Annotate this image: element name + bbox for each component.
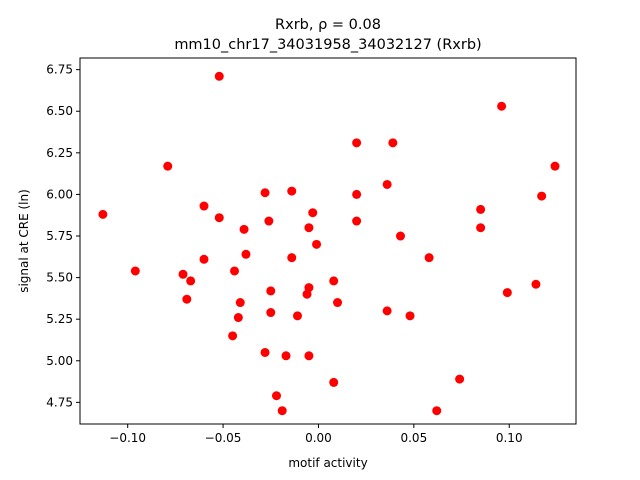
data-point-38 — [352, 216, 362, 226]
data-point-36 — [352, 138, 362, 148]
data-point-30 — [304, 351, 314, 361]
data-point-20 — [266, 308, 276, 318]
data-point-17 — [260, 347, 270, 357]
y-tick-label: 6.75 — [46, 63, 73, 77]
data-point-32 — [312, 239, 322, 249]
points-layer — [98, 71, 560, 416]
data-point-11 — [228, 331, 238, 341]
data-point-23 — [281, 351, 291, 361]
data-point-47 — [476, 204, 486, 214]
data-point-26 — [292, 311, 302, 321]
x-tick-label: −0.05 — [205, 431, 242, 445]
data-point-6 — [199, 201, 209, 211]
data-point-28 — [304, 283, 314, 293]
y-axis: 4.75 5.00 5.25 5.50 5.75 6.00 6.25 6.50 6.75 — [46, 63, 80, 409]
data-point-2 — [163, 161, 173, 171]
data-point-48 — [476, 223, 486, 233]
y-tick-label: 5.25 — [46, 312, 73, 326]
data-point-15 — [241, 249, 251, 259]
data-point-7 — [199, 254, 209, 264]
data-point-18 — [264, 216, 274, 226]
data-point-0 — [98, 209, 108, 219]
data-point-10 — [230, 266, 240, 276]
data-point-44 — [424, 253, 434, 263]
data-point-39 — [382, 179, 392, 189]
data-point-46 — [455, 374, 465, 384]
data-point-35 — [333, 298, 343, 308]
data-point-25 — [287, 253, 297, 263]
data-point-14 — [239, 224, 249, 234]
data-point-42 — [395, 231, 405, 241]
data-point-29 — [304, 223, 314, 233]
data-point-21 — [271, 391, 281, 401]
y-tick-label: 6.25 — [46, 146, 73, 160]
chart-title-line2: mm10_chr17_34031958_34032127 (Rxrb) — [174, 37, 481, 53]
x-tick-label: −0.10 — [109, 431, 146, 445]
data-point-49 — [497, 101, 507, 111]
data-point-12 — [233, 313, 243, 323]
y-tick-label: 4.75 — [46, 395, 73, 409]
x-axis: −0.10 −0.05 0.00 0.05 0.10 — [109, 424, 523, 445]
x-axis-label: motif activity — [288, 456, 367, 470]
data-point-1 — [130, 266, 140, 276]
data-point-34 — [329, 377, 339, 387]
data-point-50 — [502, 288, 512, 298]
data-point-19 — [266, 286, 276, 296]
data-point-37 — [352, 189, 362, 199]
x-tick-label: 0.00 — [305, 431, 332, 445]
x-tick-label: 0.05 — [400, 431, 427, 445]
data-point-22 — [277, 406, 287, 416]
data-point-40 — [382, 306, 392, 316]
y-tick-label: 6.00 — [46, 187, 73, 201]
x-tick-label: 0.10 — [496, 431, 523, 445]
y-axis-label: signal at CRE (ln) — [17, 189, 31, 293]
data-point-31 — [308, 208, 318, 218]
data-point-5 — [186, 276, 196, 286]
data-point-8 — [214, 71, 224, 81]
data-point-13 — [235, 298, 245, 308]
data-point-45 — [432, 406, 442, 416]
data-point-4 — [182, 294, 192, 304]
y-tick-label: 6.50 — [46, 104, 73, 118]
data-point-41 — [388, 138, 398, 148]
data-point-3 — [178, 269, 188, 279]
chart-title-line1: Rxrb, ρ = 0.08 — [275, 17, 381, 33]
data-point-33 — [329, 276, 339, 286]
data-point-16 — [260, 188, 270, 198]
data-point-24 — [287, 186, 297, 196]
data-point-51 — [531, 279, 541, 289]
data-point-9 — [214, 213, 224, 223]
data-point-53 — [550, 161, 560, 171]
y-tick-label: 5.75 — [46, 229, 73, 243]
plot-frame — [79, 57, 577, 425]
data-point-43 — [405, 311, 415, 321]
data-point-52 — [537, 191, 547, 201]
y-tick-label: 5.50 — [46, 271, 73, 285]
y-tick-label: 5.00 — [46, 354, 73, 368]
